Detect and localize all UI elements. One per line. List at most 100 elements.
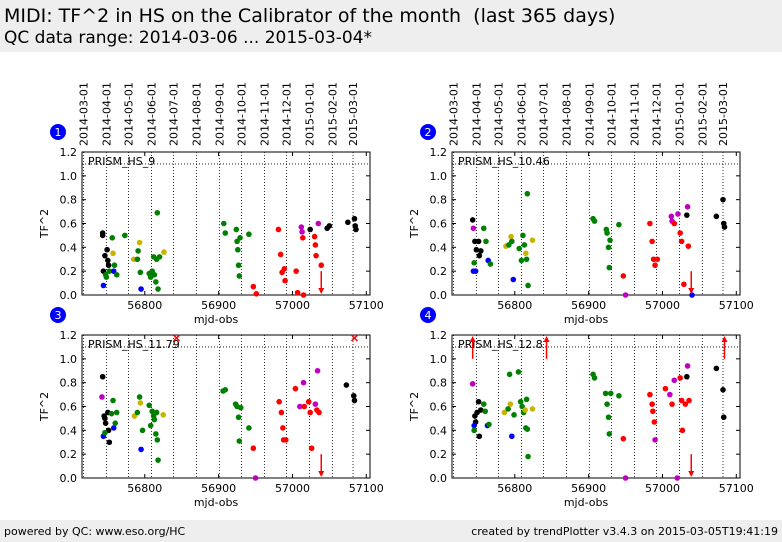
data-point xyxy=(721,224,728,230)
x-tick-label: 57100 xyxy=(349,482,384,495)
data-point xyxy=(471,422,477,429)
data-point xyxy=(281,265,288,272)
data-point xyxy=(684,212,690,218)
data-point xyxy=(139,427,146,434)
data-point xyxy=(523,250,529,257)
data-point xyxy=(647,391,653,398)
date-tick-label: 2014-05-01 xyxy=(123,82,136,146)
data-point xyxy=(681,281,687,288)
data-point xyxy=(523,256,530,263)
data-point xyxy=(616,392,622,399)
data-point xyxy=(669,401,675,407)
x-tick-label: 56900 xyxy=(201,299,236,312)
data-point xyxy=(246,231,252,238)
data-point xyxy=(671,377,678,384)
panel-number-label: 3 xyxy=(55,309,62,322)
data-point xyxy=(316,409,322,416)
x-tick-label: 57100 xyxy=(349,299,384,312)
data-point xyxy=(605,414,612,421)
data-point xyxy=(105,257,111,264)
data-point xyxy=(156,254,163,260)
data-point xyxy=(511,412,517,418)
data-point xyxy=(515,369,522,375)
data-point xyxy=(509,433,515,440)
data-point xyxy=(525,453,531,460)
down-arrow-head xyxy=(688,288,695,294)
data-point xyxy=(252,475,259,481)
data-point xyxy=(149,408,155,415)
date-tick-label: 2015-01-01 xyxy=(303,82,316,146)
data-point xyxy=(99,373,106,380)
up-arrow-head xyxy=(543,336,550,342)
data-point xyxy=(351,215,358,222)
data-point xyxy=(122,232,128,239)
data-point xyxy=(667,391,673,398)
y-tick-label: 0.0 xyxy=(430,289,448,302)
up-arrow-head xyxy=(721,336,728,342)
date-tick-label: 2015-03-01 xyxy=(347,82,360,146)
y-tick-label: 0.6 xyxy=(60,401,78,414)
data-point xyxy=(298,224,305,230)
data-point xyxy=(607,237,613,243)
data-point xyxy=(100,282,107,289)
outlier-cross xyxy=(350,334,359,342)
date-tick-label: 2014-04-01 xyxy=(100,82,113,146)
data-point xyxy=(510,276,517,283)
x-tick-label: 56800 xyxy=(127,482,162,495)
data-point xyxy=(686,397,692,404)
down-arrow-head xyxy=(688,471,695,477)
data-point xyxy=(312,242,319,248)
x-tick-label: 56800 xyxy=(497,299,532,312)
data-point xyxy=(222,387,229,393)
data-point xyxy=(153,279,159,285)
data-point xyxy=(654,256,661,263)
up-arrow-head xyxy=(469,336,476,342)
data-point xyxy=(471,427,477,434)
data-point xyxy=(301,403,308,410)
data-point xyxy=(684,363,691,369)
data-point xyxy=(277,251,284,258)
panel-number-badge xyxy=(50,307,66,323)
data-point xyxy=(283,437,289,443)
data-point xyxy=(155,286,161,292)
data-point xyxy=(685,243,692,249)
y-tick-label: 0.4 xyxy=(430,424,448,437)
date-tick-label: 2015-01-01 xyxy=(673,82,686,146)
data-point xyxy=(720,196,726,203)
date-tick-label: 2014-05-01 xyxy=(493,82,506,146)
panel-number-label: 1 xyxy=(55,126,62,139)
panel-number-label: 2 xyxy=(425,126,432,139)
data-point xyxy=(507,401,514,407)
data-point xyxy=(604,401,610,407)
date-tick-label: 2014-09-01 xyxy=(213,82,226,146)
date-tick-label: 2014-07-01 xyxy=(538,82,551,146)
data-point xyxy=(104,246,110,253)
data-point xyxy=(604,230,610,236)
data-point xyxy=(102,420,109,426)
data-point xyxy=(146,402,152,409)
data-point xyxy=(473,246,480,253)
data-point xyxy=(299,229,305,235)
data-point xyxy=(650,408,656,415)
panel-label: PRISM_HS_12.8 xyxy=(458,338,543,351)
data-point xyxy=(524,426,531,432)
trend-chart: 2014-03-01 2014-04-01 2014-05-01 2014-06-01… xyxy=(38,82,754,509)
y-tick-label: 0.2 xyxy=(60,265,78,278)
data-point xyxy=(478,407,484,413)
data-point xyxy=(154,437,161,443)
x-tick-label: 57100 xyxy=(719,299,754,312)
y-tick-label: 0.2 xyxy=(430,265,448,278)
data-point xyxy=(678,397,685,404)
data-point xyxy=(315,220,322,227)
data-point xyxy=(250,283,257,290)
panel-4: 4 0.0 0.2 0.4 0.6 0.8 1.0 1.2 56800 56900 57000 571… xyxy=(408,307,754,509)
data-point xyxy=(649,401,655,407)
plot-area xyxy=(81,334,371,479)
data-point xyxy=(111,262,118,269)
y-tick-label: 1.2 xyxy=(60,329,78,342)
data-point xyxy=(652,262,658,269)
y-tick-label: 1.2 xyxy=(430,146,448,159)
data-point xyxy=(525,282,531,289)
data-point xyxy=(108,410,115,417)
y-axis-label: TF^2 xyxy=(38,209,51,239)
